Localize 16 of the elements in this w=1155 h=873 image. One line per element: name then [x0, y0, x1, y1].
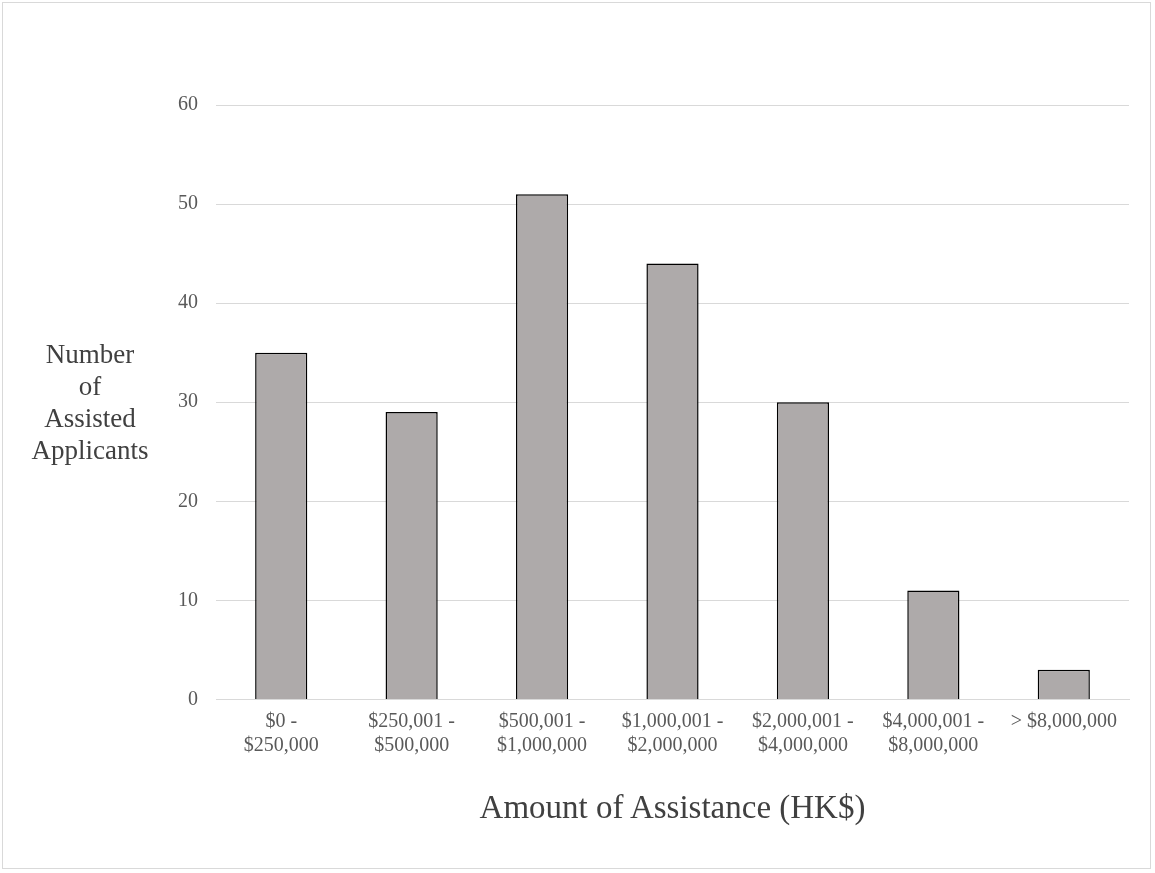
- y-tick-label: 30: [178, 389, 198, 412]
- y-tick-label: 20: [178, 488, 198, 511]
- x-axis-title: Amount of Assistance (HK$): [479, 788, 866, 826]
- x-tick-label: $2,000,001 - $4,000,000: [752, 708, 854, 755]
- y-axis-title: Number of Assisted Applicants: [30, 338, 150, 466]
- y-tick-label: 0: [188, 686, 198, 709]
- x-tick-label: $250,001 - $500,000: [368, 708, 455, 755]
- y-tick-label: 40: [178, 290, 198, 313]
- y-tick-label: 10: [178, 587, 198, 610]
- y-tick-label: 60: [178, 92, 198, 115]
- x-tick-label: $4,000,001 - $8,000,000: [882, 708, 985, 755]
- y-tick-label: 50: [178, 191, 198, 214]
- x-tick-label: $1,000,001 - $2,000,000: [621, 708, 724, 755]
- x-tick-label: > $8,000,000: [1010, 708, 1117, 731]
- x-tick-label: $0 - $250,000: [243, 708, 319, 755]
- x-tick-label: $500,001 - $1,000,000: [497, 708, 588, 755]
